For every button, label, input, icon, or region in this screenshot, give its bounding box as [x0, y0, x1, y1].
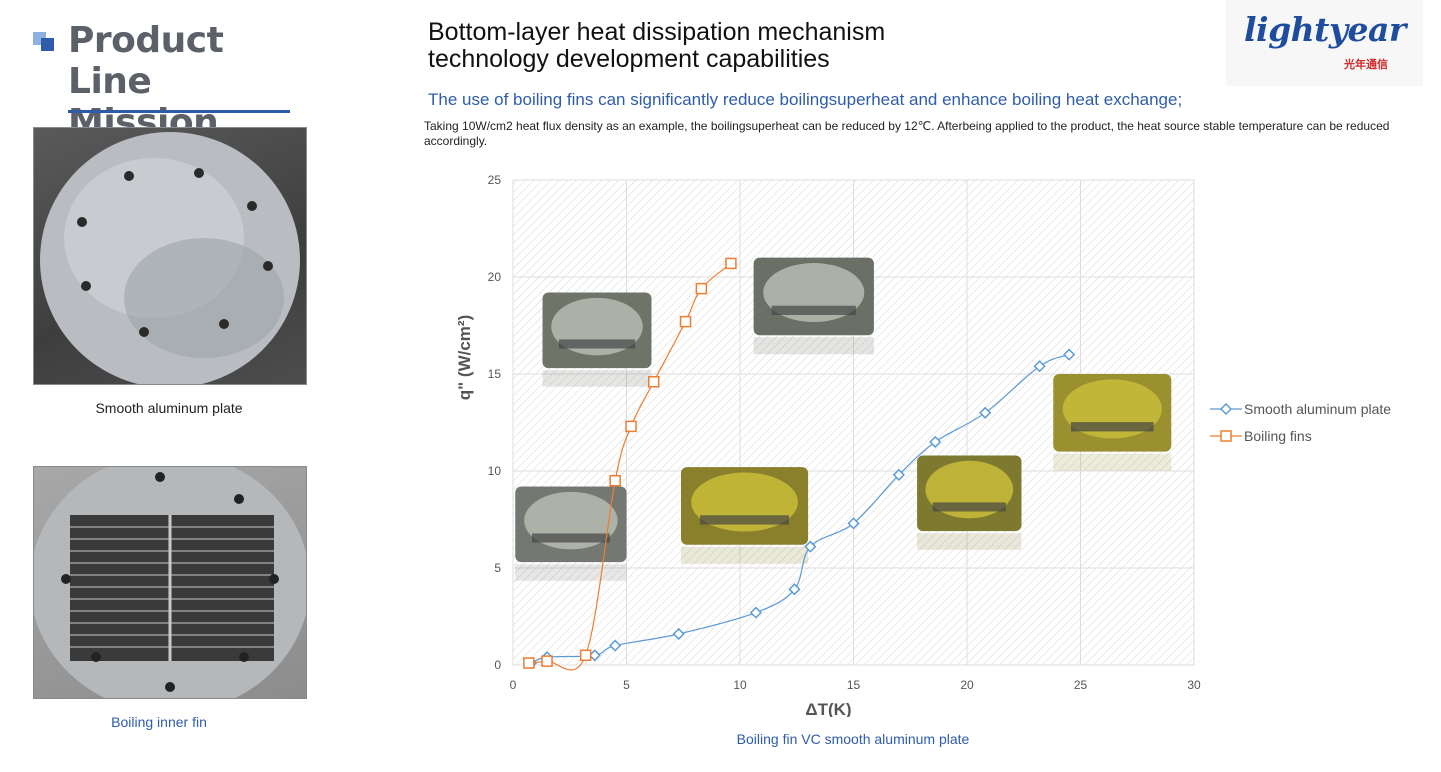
- main-title-line2: technology development capabilities: [428, 45, 830, 73]
- y-tick-label: 5: [494, 561, 501, 575]
- square-marker: [541, 655, 553, 667]
- title-underline: [68, 110, 290, 113]
- square-marker: [609, 474, 621, 487]
- x-tick-label: 25: [1074, 678, 1088, 692]
- diamond-marker: [1033, 360, 1046, 373]
- logo-subtext: 光年通信: [1344, 59, 1388, 71]
- y-tick-label: 0: [494, 658, 501, 672]
- square-marker: [523, 657, 535, 669]
- y-tick-label: 15: [488, 367, 502, 381]
- square-marker: [579, 649, 592, 662]
- square-marker: [679, 315, 692, 328]
- inset-photo: [680, 467, 809, 564]
- diamond-marker: [609, 639, 622, 652]
- legend-label: Boiling fins: [1244, 428, 1312, 444]
- description: Taking 10W/cm2 heat flux density as an e…: [424, 119, 1390, 148]
- subtitle: The use of boiling fins can significantl…: [428, 90, 1183, 109]
- diamond-marker: [1063, 348, 1076, 361]
- square-marker: [647, 376, 660, 388]
- chart-legend: Smooth aluminum plate Boiling fins: [1210, 401, 1391, 444]
- diamond-marker: [788, 583, 801, 596]
- y-axis-label: q" (W/cm²): [455, 315, 474, 401]
- inset-photo: [515, 486, 627, 581]
- diamond-marker: [892, 468, 905, 481]
- legend-item: Smooth aluminum plate: [1210, 401, 1391, 417]
- inset-photos: [515, 257, 1172, 581]
- main-title-line1: Bottom-layer heat dissipation mechanism: [428, 18, 886, 46]
- y-tick-label: 10: [488, 464, 502, 478]
- diamond-marker: [749, 606, 762, 619]
- square-marker: [725, 257, 737, 270]
- logo-text: lightyear: [1244, 10, 1406, 49]
- x-tick-label: 30: [1187, 678, 1201, 692]
- smooth-aluminum-plate-photo: [33, 127, 307, 385]
- square-marker: [625, 420, 637, 433]
- x-tick-label: 5: [623, 678, 630, 692]
- series-boiling-fins: [523, 257, 737, 671]
- smooth-plate-caption: Smooth aluminum plate: [95, 400, 243, 416]
- axis-ticks: 0 5 10 15 20 25 30 0 5 10 15 20 25: [488, 173, 1201, 692]
- y-tick-label: 20: [488, 270, 502, 284]
- inset-photo: [753, 257, 874, 355]
- inset-photo: [542, 292, 652, 387]
- x-tick-label: 15: [847, 678, 861, 692]
- boiling-inner-fin-photo: [33, 466, 307, 699]
- x-tick-label: 0: [510, 678, 517, 692]
- legend-item: Boiling fins: [1210, 428, 1312, 444]
- inset-photo: [1053, 374, 1172, 471]
- diamond-marker: [672, 627, 685, 641]
- lightyear-logo: lightyear 光年通信: [1226, 0, 1423, 86]
- section-title: Product Line Mission: [68, 20, 224, 143]
- diamond-marker: [929, 435, 942, 448]
- x-tick-label: 20: [960, 678, 974, 692]
- inset-photo: [917, 455, 1022, 550]
- square-marker: [695, 282, 708, 295]
- section-marker-icon: [33, 28, 59, 54]
- diamond-marker: [1219, 402, 1233, 416]
- x-axis-label: ΔT(K): [805, 700, 851, 717]
- diamond-marker: [804, 540, 817, 553]
- diamond-marker: [979, 406, 992, 419]
- y-tick-label: 25: [488, 173, 502, 187]
- series-line: [528, 262, 732, 671]
- boiling-fin-caption: Boiling inner fin: [111, 714, 207, 730]
- diamond-marker: [847, 517, 860, 530]
- square-marker: [1220, 430, 1232, 442]
- chart-caption: Boiling fin VC smooth aluminum plate: [736, 731, 970, 747]
- legend-label: Smooth aluminum plate: [1244, 401, 1391, 417]
- main-title: Bottom-layer heat dissipation mechanism …: [428, 19, 1068, 73]
- x-tick-label: 10: [733, 678, 747, 692]
- data-series: [523, 257, 1076, 671]
